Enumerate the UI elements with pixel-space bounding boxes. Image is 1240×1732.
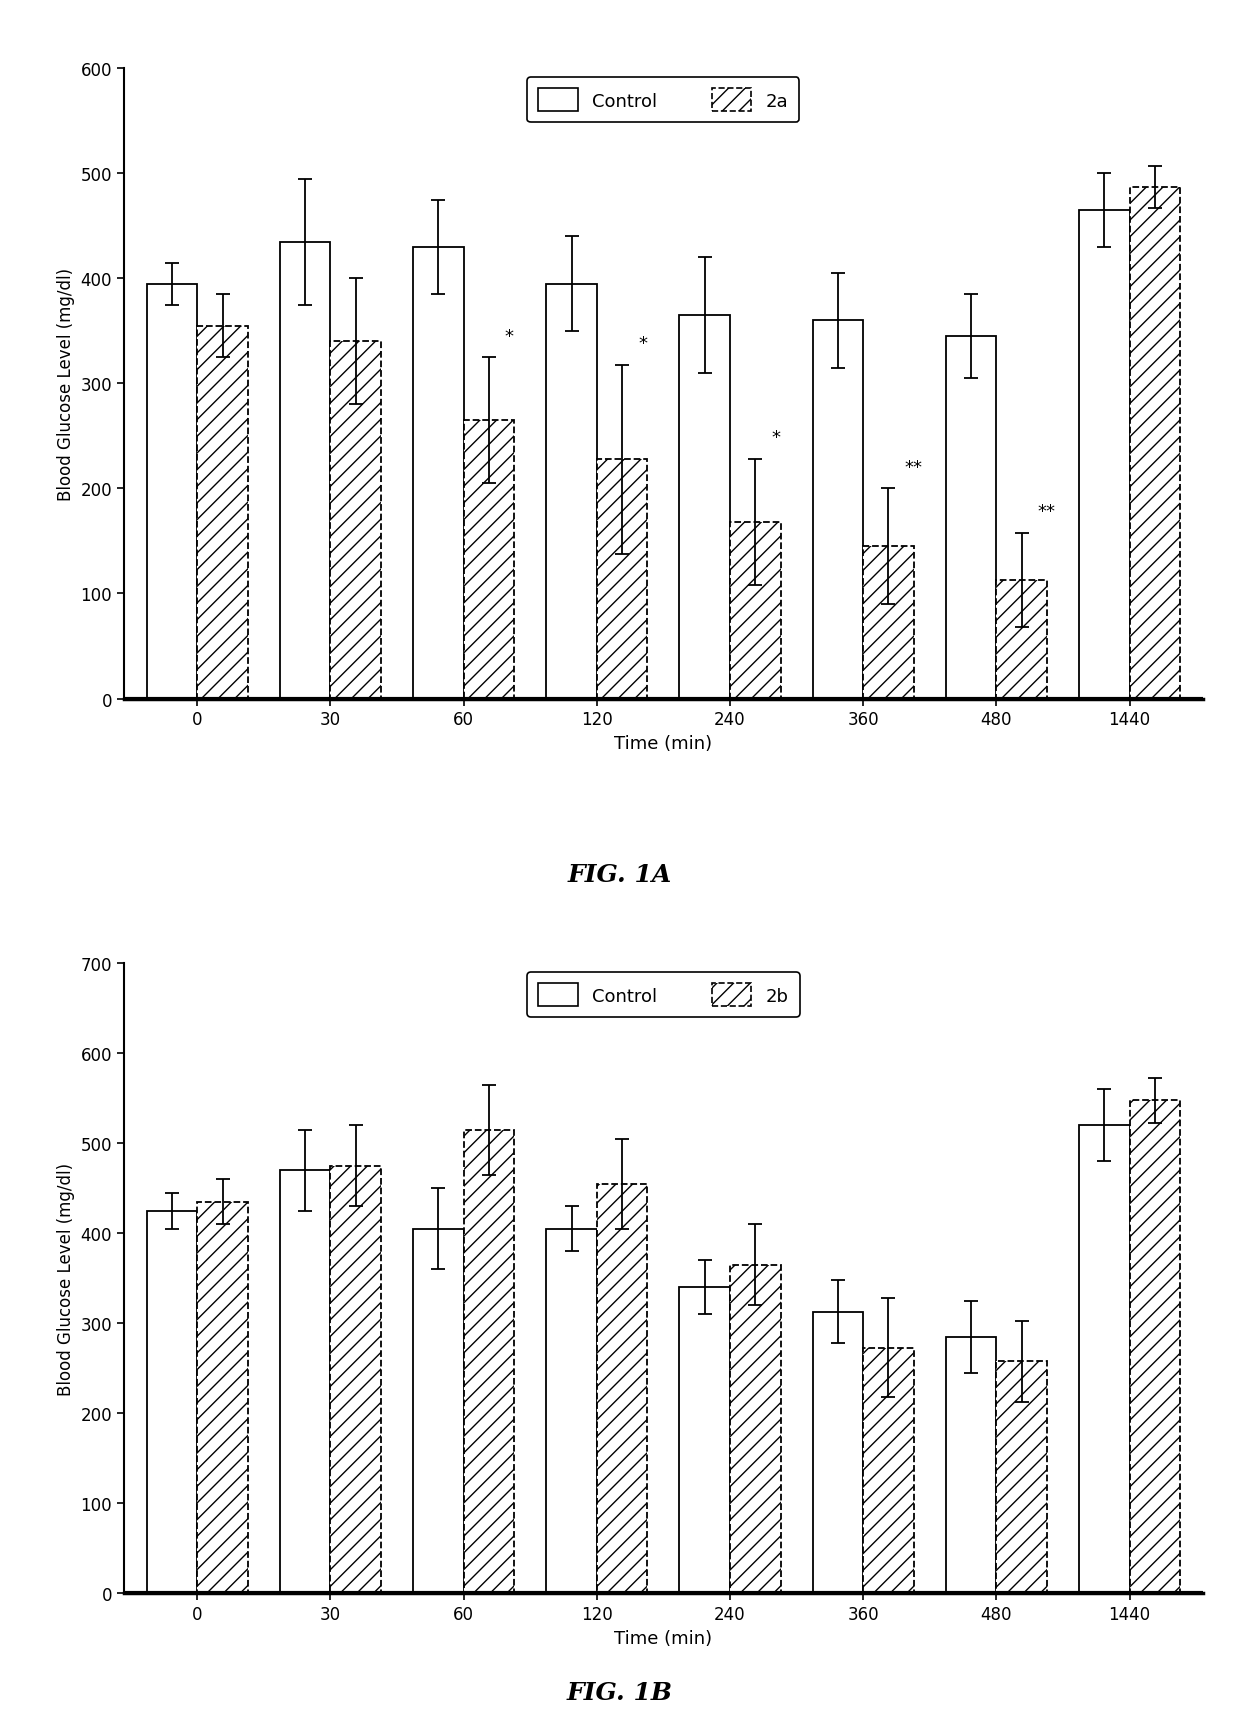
Text: *: * [639, 334, 647, 353]
Text: *: * [771, 430, 780, 447]
Legend: Control, 2a: Control, 2a [527, 78, 800, 123]
Bar [863, 1347, 914, 1593]
Bar [812, 320, 863, 700]
Bar [146, 284, 197, 700]
Bar [730, 1264, 781, 1593]
Bar [197, 326, 248, 700]
Bar [680, 315, 730, 700]
Text: **: ** [1038, 502, 1055, 521]
Bar [464, 1129, 515, 1593]
Bar [146, 1211, 197, 1593]
Y-axis label: Blood Glucose Level (mg/dl): Blood Glucose Level (mg/dl) [57, 1162, 74, 1394]
Bar [1130, 187, 1180, 700]
Bar [730, 523, 781, 700]
Bar [863, 547, 914, 700]
Bar [330, 343, 381, 700]
Bar [413, 1230, 464, 1593]
Bar [680, 1287, 730, 1593]
Bar [1130, 1100, 1180, 1593]
Text: FIG. 1A: FIG. 1A [568, 863, 672, 887]
Text: **: ** [904, 459, 923, 476]
Text: *: * [505, 327, 513, 345]
Bar [546, 284, 596, 700]
Bar [1079, 211, 1130, 700]
Legend: Control, 2b: Control, 2b [527, 973, 800, 1017]
Bar [946, 338, 997, 700]
Bar [546, 1230, 596, 1593]
Bar [280, 1171, 330, 1593]
X-axis label: Time (min): Time (min) [614, 1628, 713, 1647]
Bar [330, 1166, 381, 1593]
Bar [1079, 1126, 1130, 1593]
X-axis label: Time (min): Time (min) [614, 734, 713, 752]
Bar [997, 1361, 1047, 1593]
Bar [812, 1311, 863, 1593]
Bar [596, 1185, 647, 1593]
Bar [596, 459, 647, 700]
Bar [413, 248, 464, 700]
Bar [464, 421, 515, 700]
Bar [946, 1337, 997, 1593]
Bar [197, 1202, 248, 1593]
Text: FIG. 1B: FIG. 1B [567, 1680, 673, 1704]
Y-axis label: Blood Glucose Level (mg/dl): Blood Glucose Level (mg/dl) [57, 268, 74, 501]
Bar [997, 580, 1047, 700]
Bar [280, 242, 330, 700]
